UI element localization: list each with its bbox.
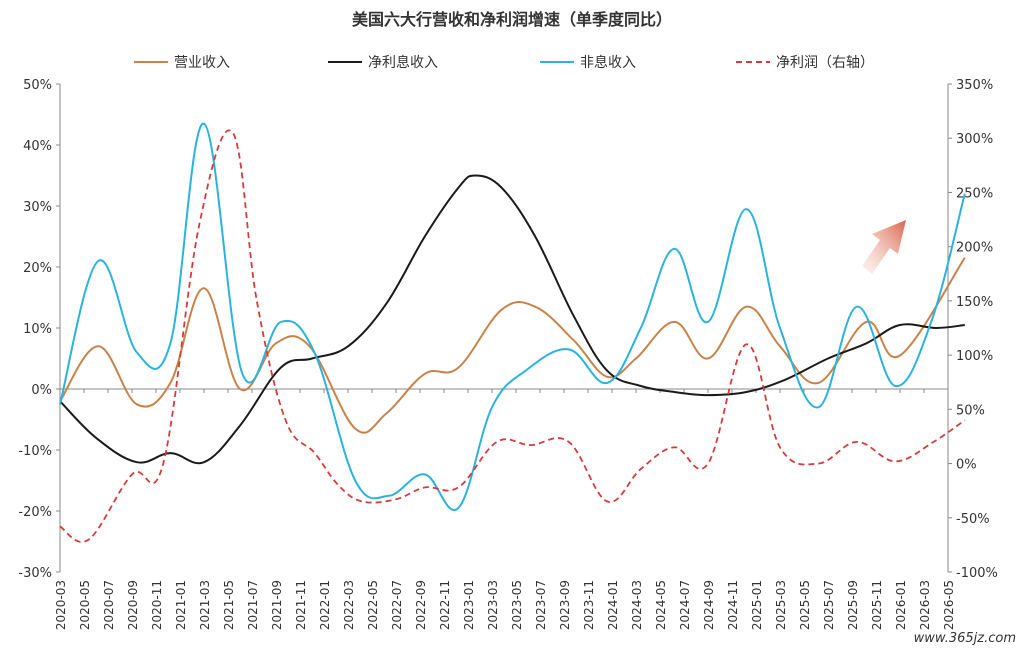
x-tick-label: 2022-03 (342, 580, 356, 630)
x-tick-label: 2020-11 (150, 580, 164, 630)
y-left-tick-label: -10% (18, 444, 52, 459)
y-right-tick-label: 100% (956, 349, 993, 364)
x-tick-label: 2025-05 (798, 580, 812, 630)
y-left-tick-label: -30% (18, 566, 52, 581)
axes: 50% 40% 30% 20% 10% 0% -10% -20% -30% 350% 300% 250… (18, 78, 997, 630)
y-left-tick-label: 50% (23, 78, 52, 93)
x-tick-label: 2025-01 (750, 580, 764, 630)
x-tick-label: 2025-11 (870, 580, 884, 630)
y-left-tick-label: 40% (23, 139, 52, 154)
y-right-tick-label: 150% (956, 295, 993, 310)
x-tick-label: 2021-01 (174, 580, 188, 630)
series-line-nonii (59, 122, 966, 512)
x-tick-label: 2023-11 (582, 580, 596, 630)
x-tick-label: 2021-03 (198, 580, 212, 630)
x-tick-label: 2021-07 (246, 580, 260, 630)
x-tick-label: 2024-09 (702, 580, 716, 630)
x-tick-label: 2023-03 (486, 580, 500, 630)
x-tick-label: 2025-09 (846, 580, 860, 630)
y-right-tick-label: -50% (956, 512, 990, 527)
x-tick-label: 2023-05 (510, 580, 524, 630)
x-tick-label: 2023-09 (558, 580, 572, 630)
x-tick-label: 2020-03 (54, 580, 68, 630)
chart-title: 美国六大行营收和净利润增速（单季度同比） (352, 10, 672, 29)
y-left-tick-label: 30% (23, 200, 52, 215)
x-tick-label: 2024-05 (654, 580, 668, 630)
x-tick-label: 2024-11 (726, 580, 740, 630)
x-tick-label: 2022-11 (438, 580, 452, 630)
x-tick-label: 2026-05 (942, 580, 956, 630)
x-tick-label: 2024-07 (678, 580, 692, 630)
x-tick-label: 2026-03 (918, 580, 932, 630)
x-tick-label: 2023-01 (462, 580, 476, 630)
y-left-tick-label: 10% (23, 322, 52, 337)
legend: 营业收入 净利息收入 非息收入 净利润（右轴） (134, 54, 874, 71)
legend-label-nonii: 非息收入 (580, 54, 636, 71)
y-left-tick-label: 20% (23, 261, 52, 276)
series-line-netprofit (59, 129, 966, 543)
x-tick-label: 2022-07 (390, 580, 404, 630)
y-right-tick-label: 350% (956, 78, 993, 93)
y-right-tick-label: 250% (956, 186, 993, 201)
x-tick-label: 2024-03 (630, 580, 644, 630)
x-tick-label: 2025-07 (822, 580, 836, 630)
series-line-revenue (59, 257, 966, 434)
series-line-nii (59, 174, 965, 465)
x-tick-label: 2020-05 (78, 580, 92, 630)
x-tick-label: 2022-09 (414, 580, 428, 630)
y-left-tick-label: -20% (18, 505, 52, 520)
legend-label-nii: 净利息收入 (368, 54, 438, 71)
x-tick-label: 2023-07 (534, 580, 548, 630)
y-right-tick-label: 300% (956, 132, 993, 147)
legend-label-revenue: 营业收入 (174, 55, 230, 71)
x-tick-label: 2025-03 (774, 580, 788, 630)
y-right-tick-label: 200% (956, 241, 993, 256)
x-tick-label: 2022-05 (366, 580, 380, 630)
x-tick-label: 2021-11 (294, 580, 308, 630)
watermark: www.365jz.com (914, 631, 1016, 646)
x-tick-label: 2022-01 (318, 580, 332, 630)
x-tick-label: 2024-01 (606, 580, 620, 630)
y-left-tick-label: 0% (31, 383, 52, 398)
x-tick-label: 2021-09 (270, 580, 284, 630)
y-right-tick-label: -100% (956, 566, 998, 581)
up-arrow-icon (862, 220, 906, 274)
x-tick-label: 2020-09 (126, 580, 140, 630)
x-tick-label: 2026-01 (894, 580, 908, 630)
series-layer (59, 122, 966, 543)
x-tick-label: 2021-05 (222, 580, 236, 630)
y-right-tick-label: 50% (956, 403, 985, 418)
legend-label-netprofit: 净利润（右轴） (776, 55, 874, 71)
x-tick-label: 2020-07 (102, 580, 116, 630)
y-right-tick-label: 0% (956, 458, 977, 473)
